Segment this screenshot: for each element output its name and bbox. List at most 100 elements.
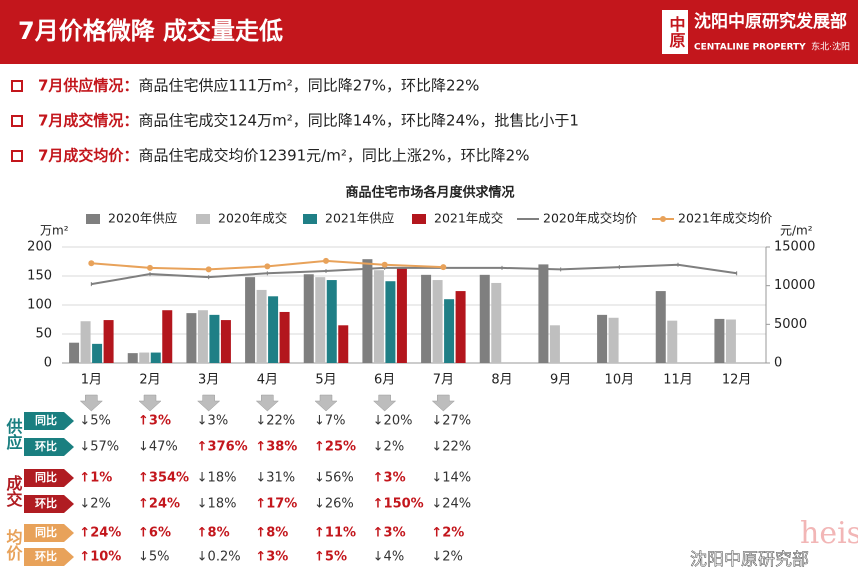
bar	[421, 274, 432, 363]
price-marker	[264, 263, 271, 270]
row-tag	[24, 495, 74, 513]
change-value: ↓4%	[373, 550, 405, 565]
logo-en: CENTALINE PROPERTY	[694, 43, 806, 53]
header-bar	[0, 0, 858, 64]
row-tag	[24, 524, 74, 542]
group-label: 供应	[4, 417, 24, 451]
header-title: 7月价格微降 成交量走低	[18, 17, 283, 45]
bar	[725, 319, 736, 363]
change-value: ↓5%	[79, 414, 111, 429]
legend-label: 2021年供应	[325, 211, 394, 226]
change-value: ↓5%	[138, 550, 170, 565]
change-value: ↓2%	[79, 497, 111, 512]
change-value: ↑8%	[255, 526, 288, 541]
change-value: ↑150%	[373, 497, 424, 512]
legend-swatch	[412, 214, 426, 224]
change-value: ↑24%	[138, 497, 180, 512]
legend-label: 2020年成交	[218, 211, 287, 226]
bar	[162, 310, 173, 363]
x-tick-label: 9月	[550, 373, 571, 388]
y-tick-label: 100	[27, 298, 52, 313]
bar	[396, 267, 407, 363]
row-tag-label: 环比	[35, 549, 57, 563]
bar	[373, 270, 384, 363]
change-value: ↓24%	[431, 497, 471, 512]
y2-tick-label: 10000	[774, 278, 815, 293]
change-value: ↑1%	[79, 471, 112, 486]
bar	[92, 343, 103, 363]
change-value: ↑8%	[197, 526, 230, 541]
bar	[209, 314, 220, 363]
bullet-label: 7月成交均价：	[38, 147, 138, 165]
bar	[597, 314, 608, 363]
bar	[127, 353, 138, 363]
legend-swatch	[196, 214, 210, 224]
bar	[279, 311, 290, 363]
price-marker	[205, 266, 212, 273]
bullet-label: 7月供应情况：	[38, 77, 138, 95]
x-tick-label: 11月	[663, 373, 693, 388]
change-value: ↓47%	[138, 440, 178, 455]
change-value: ↑6%	[138, 526, 171, 541]
y2-axis-unit: 元/m²	[780, 224, 813, 238]
legend-label: 2021年成交均价	[678, 211, 773, 226]
change-value: ↑17%	[255, 497, 297, 512]
watermark-brand: heisi	[800, 516, 858, 551]
change-value: ↑25%	[314, 440, 356, 455]
y-tick-label: 50	[35, 327, 52, 342]
bullet-text: 商品住宅供应111万m²，同比降27%，环比降22%	[138, 77, 479, 95]
bar	[103, 320, 114, 363]
legend-label: 2020年供应	[108, 211, 177, 226]
bar	[338, 325, 349, 363]
bullet-marker	[11, 150, 23, 162]
bar	[655, 291, 666, 363]
change-value: ↑3%	[255, 550, 288, 565]
bar	[385, 281, 396, 363]
change-value: ↑2%	[431, 526, 464, 541]
down-arrow-icon	[138, 394, 162, 412]
bar	[139, 352, 150, 363]
bar	[268, 296, 279, 363]
logo-mark: 中原	[667, 15, 686, 49]
change-value: ↓31%	[255, 471, 295, 486]
y2-tick-label: 0	[774, 356, 782, 371]
price-marker	[323, 257, 329, 264]
row-tag	[24, 412, 74, 430]
down-arrow-icon	[79, 394, 103, 412]
change-value: ↑376%	[197, 440, 248, 455]
change-value: ↑3%	[373, 471, 406, 486]
legend-label: 2021年成交	[434, 211, 503, 226]
legend-swatch	[86, 214, 100, 224]
bar	[303, 274, 314, 363]
bar	[80, 321, 91, 363]
x-tick-label: 8月	[491, 373, 512, 388]
bullet-text: 商品住宅成交均价12391元/m²，同比上涨2%，环比降2%	[138, 147, 529, 165]
bar	[315, 277, 326, 363]
row-tag	[24, 469, 74, 487]
bar	[455, 291, 466, 363]
y-tick-label: 150	[27, 269, 52, 284]
group-label: 成交	[4, 474, 23, 508]
bar	[326, 280, 337, 363]
price-marker	[381, 261, 388, 268]
x-tick-label: 12月	[722, 373, 752, 388]
down-arrow-icon	[255, 394, 279, 412]
change-value: ↓56%	[314, 471, 354, 486]
change-value: ↓3%	[197, 414, 229, 429]
x-tick-label: 7月	[433, 373, 454, 388]
bar	[714, 318, 725, 363]
change-value: ↓26%	[314, 497, 354, 512]
x-tick-label: 6月	[374, 373, 395, 388]
price-marker	[88, 260, 95, 267]
x-tick-label: 2月	[139, 373, 160, 388]
bullet-marker	[11, 115, 23, 127]
down-arrow-icon	[431, 394, 455, 412]
bar	[491, 282, 502, 363]
change-value: ↑3%	[138, 414, 171, 429]
y-axis-unit: 万m²	[40, 224, 69, 238]
price-marker	[440, 264, 447, 271]
down-arrow-icon	[197, 394, 221, 412]
row-tag-label: 同比	[35, 470, 57, 484]
bar	[667, 320, 678, 363]
